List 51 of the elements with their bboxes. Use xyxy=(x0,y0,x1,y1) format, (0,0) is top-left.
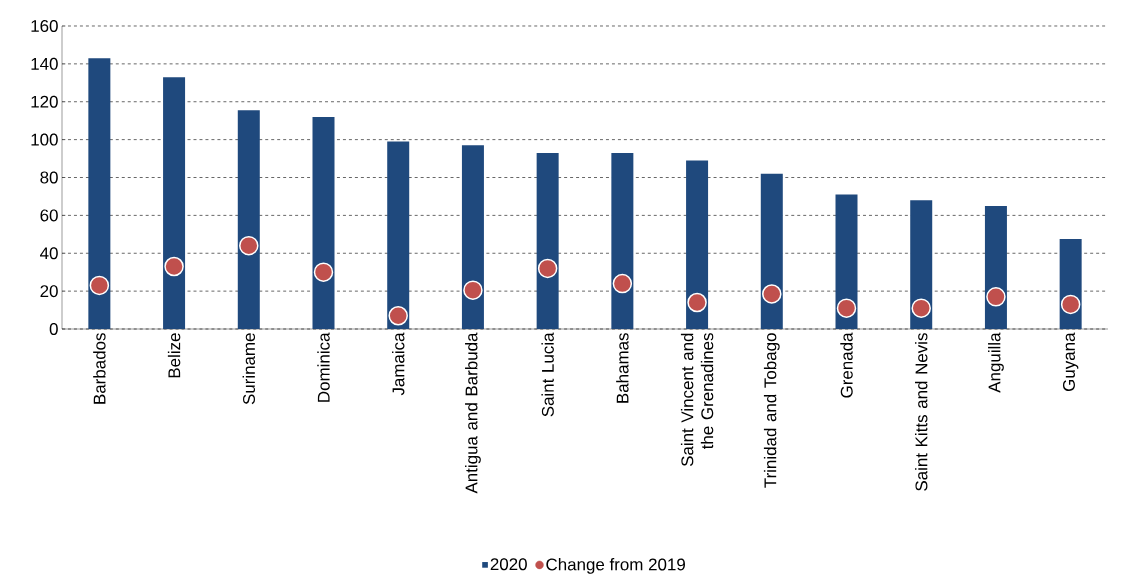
x-tick-label: Dominica xyxy=(317,332,330,402)
bar xyxy=(760,173,783,329)
x-tick-label: Guyana xyxy=(1062,332,1079,391)
point xyxy=(836,298,857,318)
point xyxy=(911,298,931,318)
x-tick-label: Saint Kitts and Nevis xyxy=(915,333,928,491)
bar xyxy=(536,152,559,329)
point xyxy=(388,305,408,326)
x-tick-label: Antigua and Barbuda xyxy=(465,332,481,494)
y-tick-label: 0 xyxy=(49,323,58,335)
x-tick-label: Bahamas xyxy=(616,333,629,403)
x-tick-label: Grenada xyxy=(840,332,853,398)
point xyxy=(537,258,558,279)
y-tick-label: 100 xyxy=(31,133,58,146)
x-tick-label: Saint Vincent and the Grenadines xyxy=(680,333,714,467)
y-tick-label: 140 xyxy=(31,57,58,70)
point xyxy=(986,287,1006,307)
point xyxy=(89,275,110,296)
x-tick-label: Anguilla xyxy=(988,332,1004,393)
bar xyxy=(910,200,933,329)
y-tick-label: 60 xyxy=(40,209,58,222)
legend-label: 2020 xyxy=(490,558,527,571)
x-tick-label: Suriname xyxy=(242,333,256,405)
point xyxy=(1060,294,1081,315)
y-tick-label: 20 xyxy=(40,285,58,298)
point xyxy=(239,235,259,256)
point xyxy=(463,280,483,300)
y-tick-label: 160 xyxy=(31,20,58,32)
bar xyxy=(163,77,186,329)
point xyxy=(164,256,184,277)
legend-label: Change from 2019 xyxy=(546,558,685,574)
point xyxy=(687,292,707,313)
bar xyxy=(835,194,858,329)
bar xyxy=(312,116,335,329)
x-tick-label: Barbados xyxy=(93,333,106,404)
y-tick-label: 80 xyxy=(40,171,58,184)
bar xyxy=(237,110,260,329)
bar xyxy=(611,152,634,329)
bar xyxy=(461,145,484,329)
y-tick-label: 120 xyxy=(31,95,58,108)
bar xyxy=(387,141,410,329)
x-tick-label: Trinidad and Tobago xyxy=(763,333,780,488)
y-tick-label: 40 xyxy=(40,247,58,260)
x-tick-label: Belize xyxy=(167,333,181,378)
bar xyxy=(88,58,111,329)
bar xyxy=(686,160,709,329)
point xyxy=(612,273,633,294)
x-tick-label: Jamaica xyxy=(392,332,405,396)
x-tick-label: Saint Lucia xyxy=(541,332,554,417)
point xyxy=(762,284,782,304)
point xyxy=(313,262,334,282)
